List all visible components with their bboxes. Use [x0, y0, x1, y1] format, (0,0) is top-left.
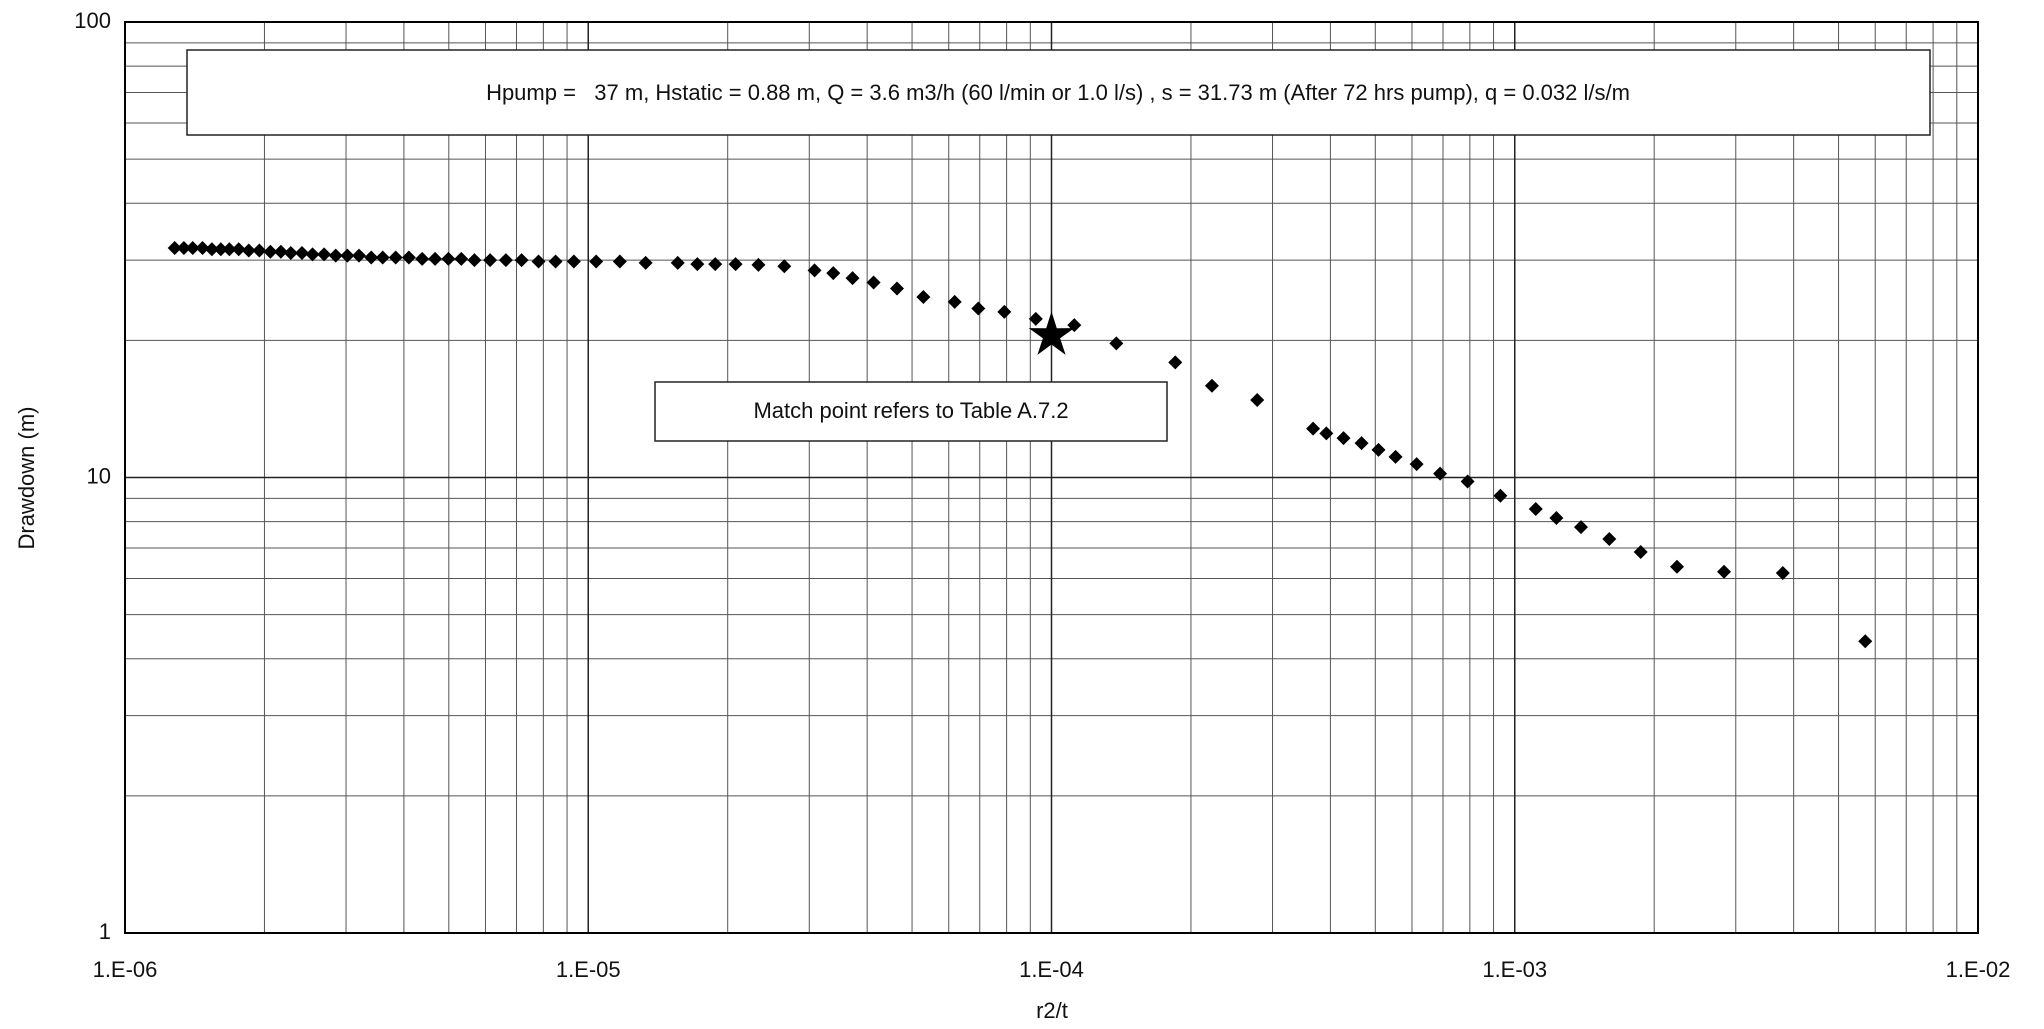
point: [1306, 421, 1321, 436]
point: [777, 259, 792, 274]
plot-frame: [124, 21, 1979, 934]
point: [1460, 474, 1475, 489]
point: [204, 242, 219, 257]
point: [305, 247, 320, 262]
point: [890, 281, 905, 296]
point: [263, 244, 278, 259]
point: [690, 257, 705, 272]
x-tick-label: 1.E-04: [1019, 957, 1084, 982]
point: [670, 255, 685, 270]
x-axis-label: r2/t: [1036, 998, 1068, 1023]
point: [273, 244, 288, 259]
point: [751, 257, 766, 272]
point: [195, 241, 210, 256]
point: [467, 253, 482, 268]
point: [1388, 449, 1403, 464]
point: [283, 246, 298, 261]
point: [1574, 520, 1589, 535]
y-tick-label: 10: [87, 463, 111, 488]
x-tick-label: 1.E-05: [556, 957, 621, 982]
x-tick-label: 1.E-03: [1482, 957, 1547, 982]
y-tick-label: 1: [99, 919, 111, 944]
point: [971, 301, 986, 316]
point: [1409, 457, 1424, 472]
point: [1493, 488, 1508, 503]
point: [1371, 442, 1386, 457]
point: [231, 242, 246, 257]
point: [1775, 566, 1790, 581]
point: [1319, 426, 1334, 441]
annotation-box: [654, 381, 1168, 442]
point: [807, 263, 822, 278]
point: [1670, 559, 1685, 574]
point: [375, 250, 390, 265]
point: [548, 254, 563, 269]
point: [916, 290, 931, 305]
x-tick-label: 1.E-06: [93, 957, 158, 982]
point: [388, 250, 403, 265]
point: [1633, 545, 1648, 560]
match-point: [1028, 311, 1075, 355]
annotation: Hpump = 37 m, Hstatic = 0.88 m, Q = 3.6 …: [486, 80, 1630, 105]
point: [947, 294, 962, 309]
point: [167, 241, 182, 256]
point: [441, 251, 456, 266]
x-tick-label: 1.E-02: [1946, 957, 2011, 982]
point: [222, 242, 237, 257]
point: [612, 254, 627, 269]
point: [1204, 378, 1219, 393]
annotation: Match point refers to Table A.7.2: [753, 398, 1068, 423]
point: [415, 251, 430, 266]
point: [1354, 436, 1369, 451]
point: [566, 254, 581, 269]
point: [708, 257, 723, 272]
point: [589, 254, 604, 269]
point: [340, 248, 355, 263]
point: [1602, 531, 1617, 546]
point: [1858, 634, 1873, 649]
point: [294, 246, 309, 261]
y-tick-label: 100: [74, 8, 111, 33]
point: [845, 271, 860, 286]
point: [352, 248, 367, 263]
point: [401, 250, 416, 265]
point: [241, 243, 256, 258]
point: [514, 253, 529, 268]
point: [826, 266, 841, 281]
point: [638, 255, 653, 270]
point: [1109, 336, 1124, 351]
point: [997, 304, 1012, 319]
annotation-box: [186, 49, 1931, 136]
point: [1717, 564, 1732, 579]
point: [428, 251, 443, 266]
point: [454, 251, 469, 266]
point: [1336, 431, 1351, 446]
point: [1028, 311, 1043, 326]
point: [328, 248, 343, 263]
point: [728, 257, 743, 272]
y-axis-label: Drawdown (m): [14, 406, 39, 549]
point: [1528, 501, 1543, 516]
point: [531, 254, 546, 269]
point: [185, 241, 200, 256]
point: [1433, 466, 1448, 481]
point: [498, 253, 513, 268]
point: [1250, 392, 1265, 407]
point: [866, 275, 881, 290]
point: [364, 250, 379, 265]
point: [317, 247, 332, 262]
point: [176, 241, 191, 256]
point: [483, 253, 498, 268]
point: [1168, 355, 1183, 370]
point: [1549, 510, 1564, 525]
point: [213, 242, 228, 257]
point: [252, 243, 267, 258]
